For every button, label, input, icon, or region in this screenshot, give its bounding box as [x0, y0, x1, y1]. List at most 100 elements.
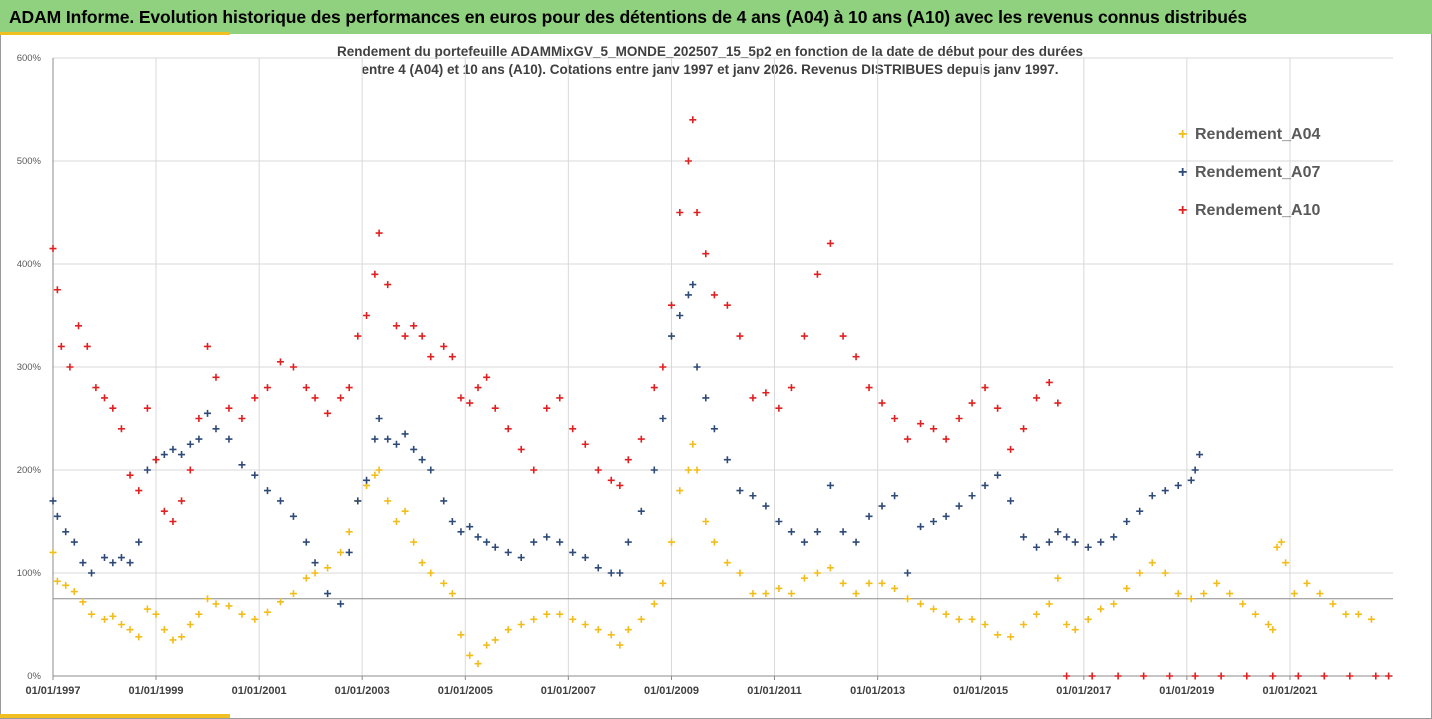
data-point	[1174, 481, 1182, 489]
data-point	[363, 312, 371, 319]
data-point	[517, 554, 525, 562]
data-point	[143, 404, 151, 412]
data-point	[126, 559, 134, 567]
data-point	[491, 543, 499, 551]
data-point	[813, 528, 821, 536]
data-point	[354, 332, 362, 340]
data-point	[813, 270, 821, 278]
data-point	[556, 610, 564, 618]
data-point	[968, 492, 976, 500]
data-point	[667, 332, 675, 340]
data-point	[109, 404, 117, 412]
data-point	[616, 569, 624, 577]
data-point	[49, 245, 57, 253]
data-point	[569, 548, 577, 556]
x-tick-label: 01/01/2001	[232, 685, 287, 697]
data-point	[594, 626, 602, 634]
data-point	[1294, 672, 1302, 680]
data-point	[401, 507, 409, 515]
data-point	[1385, 672, 1393, 680]
data-point	[693, 209, 701, 216]
data-point	[337, 548, 345, 556]
data-point	[917, 420, 925, 428]
data-point	[474, 660, 482, 668]
data-point	[466, 399, 474, 407]
data-point	[1020, 425, 1028, 433]
data-point	[311, 559, 319, 567]
x-tick-label: 01/01/2005	[438, 685, 493, 697]
data-point	[1196, 451, 1204, 459]
data-point	[371, 435, 379, 443]
data-point	[70, 588, 78, 596]
chart-title-line-2: entre 4 (A04) et 10 ans (A10). Cotations…	[361, 62, 1059, 77]
y-tick-label: 0%	[27, 671, 41, 682]
data-point	[981, 384, 989, 392]
data-point	[930, 605, 938, 613]
data-point	[79, 598, 87, 606]
data-point	[594, 564, 602, 572]
data-point	[569, 425, 577, 433]
data-point	[62, 528, 70, 536]
data-point	[126, 471, 134, 479]
data-point	[1140, 672, 1148, 680]
data-point	[736, 332, 744, 340]
report-title: ADAM Informe. Evolution historique des p…	[9, 7, 1248, 27]
data-point	[891, 415, 899, 422]
data-point	[968, 399, 976, 407]
x-tick-label: 01/01/1999	[128, 685, 183, 697]
data-point	[736, 487, 744, 495]
data-point	[942, 435, 950, 443]
data-point	[1054, 574, 1062, 582]
legend-label-a04: Rendement_A04	[1195, 126, 1321, 143]
data-point	[440, 579, 448, 587]
data-point	[466, 523, 474, 531]
data-point	[1054, 399, 1062, 407]
data-point	[440, 497, 448, 505]
series-rendement_a07	[49, 281, 1204, 608]
x-tick-label: 01/01/2015	[953, 685, 1008, 697]
data-point	[289, 512, 297, 520]
chart-title-line-1: Rendement du portefeuille ADAMMixGV_5_MO…	[337, 44, 1083, 59]
data-point	[401, 430, 409, 438]
data-point	[311, 394, 319, 402]
data-point	[504, 626, 512, 634]
data-point	[195, 435, 203, 443]
data-point	[1367, 615, 1375, 623]
data-point	[775, 404, 783, 412]
data-point	[624, 538, 632, 546]
data-point	[238, 415, 246, 422]
data-point	[787, 528, 795, 536]
data-point	[650, 384, 658, 392]
data-point	[101, 554, 109, 562]
data-point	[1329, 600, 1337, 608]
data-point	[904, 435, 912, 443]
data-point	[930, 518, 938, 525]
data-point	[693, 363, 701, 371]
data-point	[800, 574, 808, 582]
data-point	[1174, 590, 1182, 598]
data-point	[955, 415, 963, 422]
data-point	[581, 554, 589, 562]
data-point	[504, 548, 512, 556]
data-point	[1148, 559, 1156, 567]
data-point	[49, 548, 57, 556]
series-rendement_a04	[49, 440, 1375, 668]
data-point	[178, 451, 186, 459]
chart-title: Rendement du portefeuille ADAMMixGV_5_MO…	[180, 43, 1240, 79]
data-point	[204, 409, 212, 417]
data-point	[324, 590, 332, 598]
data-point	[483, 538, 491, 546]
data-point	[1243, 672, 1251, 680]
data-point	[1054, 528, 1062, 536]
data-point	[83, 342, 91, 350]
data-point	[1226, 590, 1234, 598]
data-point	[371, 471, 379, 479]
data-point	[345, 384, 353, 392]
data-point	[448, 518, 456, 525]
data-point	[1303, 579, 1311, 587]
data-point	[392, 518, 400, 525]
data-point	[749, 590, 757, 598]
data-point	[1110, 600, 1118, 608]
data-point	[491, 636, 499, 644]
data-point	[530, 466, 538, 474]
